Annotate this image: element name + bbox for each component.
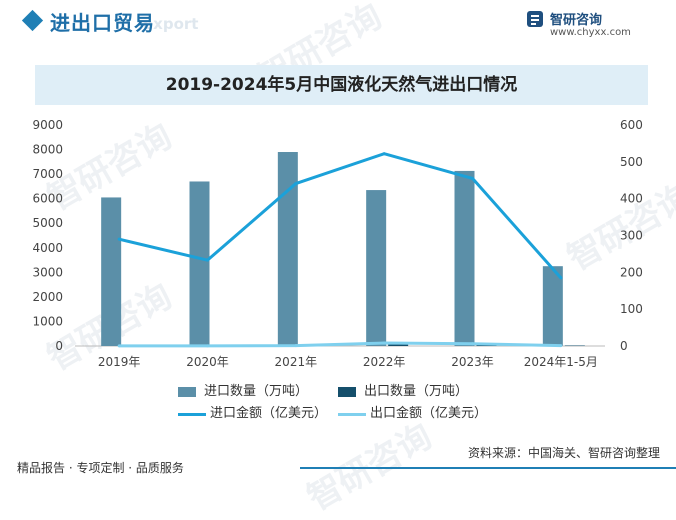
x-tick-label: 2020年 bbox=[186, 355, 229, 369]
legend-swatch bbox=[338, 413, 366, 416]
x-tick-label: 2019年 bbox=[98, 355, 141, 369]
y-left-tick-label: 8000 bbox=[32, 143, 63, 157]
bar-import-quantity bbox=[277, 152, 298, 346]
y-left-tick-label: 2000 bbox=[32, 290, 63, 304]
point-import-value bbox=[206, 258, 209, 262]
y-left-tick-label: 5000 bbox=[32, 216, 63, 230]
y-left-tick-label: 7000 bbox=[32, 167, 63, 181]
page-header: export 进出口贸易 智研咨询 www.chyxx.com bbox=[0, 0, 676, 52]
brand: 智研咨询 www.chyxx.com bbox=[526, 8, 646, 48]
brand-name: 智研咨询 bbox=[550, 13, 603, 28]
bar-export-quantity bbox=[564, 345, 585, 346]
point-import-value bbox=[559, 276, 563, 280]
y-right-tick-label: 0 bbox=[620, 339, 628, 353]
footer: 精品报告 · 专项定制 · 品质服务 bbox=[0, 455, 676, 480]
brand-logo-icon bbox=[527, 11, 543, 27]
brand-url: www.chyxx.com bbox=[550, 27, 631, 38]
y-right-tick-label: 500 bbox=[620, 155, 643, 169]
point-import-value bbox=[471, 176, 474, 180]
point-import-value bbox=[117, 237, 121, 241]
legend-swatch bbox=[338, 387, 356, 397]
source-note: 资料来源：中国海关、智研咨询整理 bbox=[467, 446, 660, 460]
bar-import-quantity bbox=[366, 190, 387, 346]
y-left-tick-label: 1000 bbox=[32, 314, 63, 328]
point-export-value bbox=[559, 344, 563, 348]
y-right-tick-label: 400 bbox=[620, 192, 643, 206]
line-export-value bbox=[119, 341, 561, 348]
bar-import-quantity bbox=[189, 181, 210, 346]
legend-label: 出口金额（亿美元） bbox=[370, 406, 488, 421]
x-tick-label: 2023年 bbox=[451, 355, 494, 369]
page-title: 进出口贸易 bbox=[50, 11, 155, 35]
legend-label: 进口金额（亿美元） bbox=[210, 406, 328, 421]
bar-import-quantity bbox=[101, 197, 122, 346]
y-right-tick-label: 100 bbox=[620, 302, 643, 316]
y-right-tick-label: 200 bbox=[620, 265, 643, 279]
y-left-tick-label: 3000 bbox=[32, 265, 63, 279]
x-tick-label: 2022年 bbox=[363, 355, 406, 369]
point-export-value bbox=[471, 342, 474, 346]
legend-swatch bbox=[178, 413, 206, 416]
chart: 0 1000 2000 3000 4000 5000 6000 7000 8000 9000 0 10… bbox=[32, 118, 643, 369]
legend-label: 进口数量（万吨） bbox=[204, 384, 309, 399]
point-export-value bbox=[117, 344, 121, 348]
bar-import-quantity bbox=[454, 170, 475, 346]
footer-divider bbox=[300, 467, 676, 469]
point-export-value bbox=[294, 344, 298, 348]
bar-import-quantity bbox=[542, 266, 563, 346]
chart-title: 2019-2024年5月中国液化天然气进出口情况 bbox=[35, 65, 648, 105]
header-subtitle: export bbox=[143, 15, 199, 33]
y-right-tick-label: 600 bbox=[620, 118, 643, 132]
x-tick-label: 2024年1-5月 bbox=[524, 355, 598, 369]
footer-tagline: 精品报告 · 专项定制 · 品质服务 bbox=[17, 461, 184, 475]
y-left-tick-label: 4000 bbox=[32, 241, 63, 255]
point-import-value bbox=[294, 182, 298, 186]
y-right-tick-label: 300 bbox=[620, 229, 643, 243]
line-import-value bbox=[118, 152, 562, 279]
point-export-value bbox=[206, 344, 209, 348]
point-import-value bbox=[382, 152, 386, 156]
y-left-tick-label: 0 bbox=[55, 339, 63, 353]
y-left-tick-label: 6000 bbox=[32, 192, 63, 206]
point-export-value bbox=[382, 341, 386, 345]
diamond-icon bbox=[21, 9, 44, 32]
legend-swatch bbox=[178, 387, 196, 397]
y-left-tick-label: 9000 bbox=[32, 118, 63, 132]
legend: 进口数量（万吨） 出口数量（万吨） 进口金额（亿美元） 出口金额（亿美元） bbox=[178, 382, 538, 426]
x-tick-label: 2021年 bbox=[275, 355, 318, 369]
legend-label: 出口数量（万吨） bbox=[364, 384, 469, 399]
